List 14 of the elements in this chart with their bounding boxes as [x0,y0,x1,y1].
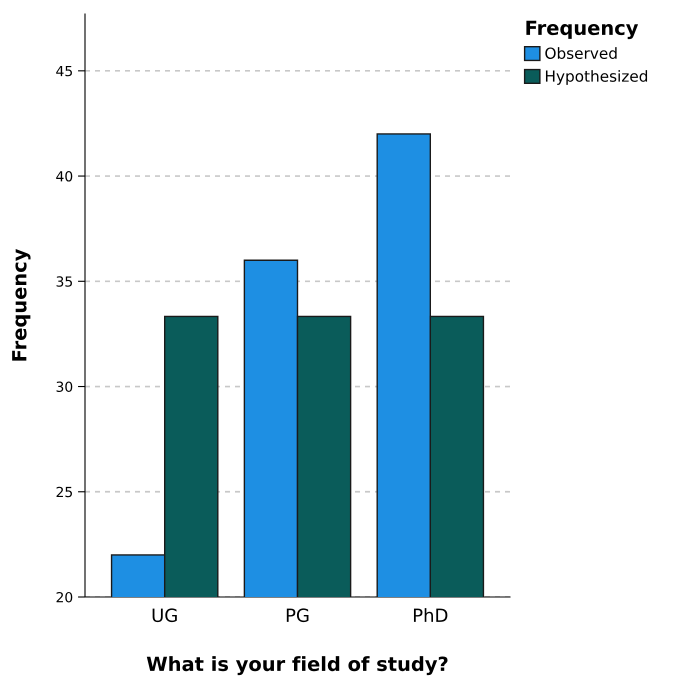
y-tick-label: 45 [56,66,72,76]
y-tick-label: 40 [56,171,72,182]
x-tick-label: PG [286,608,308,622]
legend-label: Hypothesized [546,70,648,85]
legend-label: Observed [545,47,617,60]
legend-title: Frequency [526,20,638,40]
x-tick-label: PhD [414,608,448,622]
y-tick-label: 30 [56,382,72,392]
y-axis-title: Frequency [12,248,31,361]
y-tick-label: 20 [56,592,72,602]
x-tick-label: UG [152,608,177,622]
x-axis-title: What is your field of study? [146,656,448,676]
y-tick-label: 25 [56,486,72,498]
y-tick-label: 35 [56,276,72,287]
